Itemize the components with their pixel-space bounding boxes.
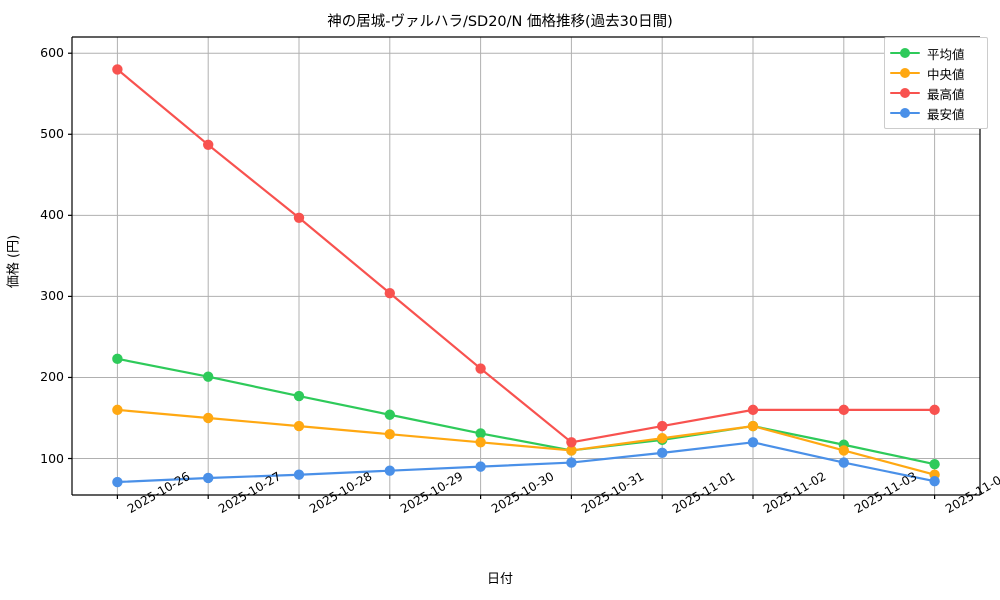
chart-title: 神の居城-ヴァルハラ/SD20/N 価格推移(過去30日間) [327, 14, 673, 30]
legend-marker-icon [890, 86, 920, 100]
chart-legend: 平均値中央値最高値最安値 [884, 37, 988, 129]
tick-marks [68, 52, 936, 499]
legend-item-label: 中央値 [927, 66, 965, 82]
x-axis-label: 日付 [486, 572, 513, 587]
y-tick-label: 500 [40, 126, 64, 142]
y-tick-label: 200 [40, 369, 64, 385]
data-series [112, 64, 940, 488]
y-tick-label: 400 [40, 207, 64, 223]
legend-marker-icon [890, 46, 920, 60]
y-tick-label: 300 [40, 288, 64, 304]
legend-marker-icon [890, 106, 920, 120]
y-tick-label: 600 [40, 45, 64, 61]
legend-item-label: 最安値 [927, 106, 965, 122]
y-tick-label: 100 [40, 450, 64, 466]
legend-item-label: 平均値 [927, 46, 965, 62]
legend-item-2[interactable]: 中央値 [890, 63, 981, 83]
legend-item-3[interactable]: 最高値 [890, 83, 981, 103]
axes-spines [71, 36, 981, 496]
legend-marker-icon [890, 66, 920, 80]
legend-item-4[interactable]: 最安値 [890, 103, 981, 123]
legend-item-label: 最高値 [927, 86, 965, 102]
legend-item-1[interactable]: 平均値 [890, 43, 981, 63]
y-axis-label: 価格 (円) [6, 234, 22, 289]
gridlines [72, 37, 980, 495]
